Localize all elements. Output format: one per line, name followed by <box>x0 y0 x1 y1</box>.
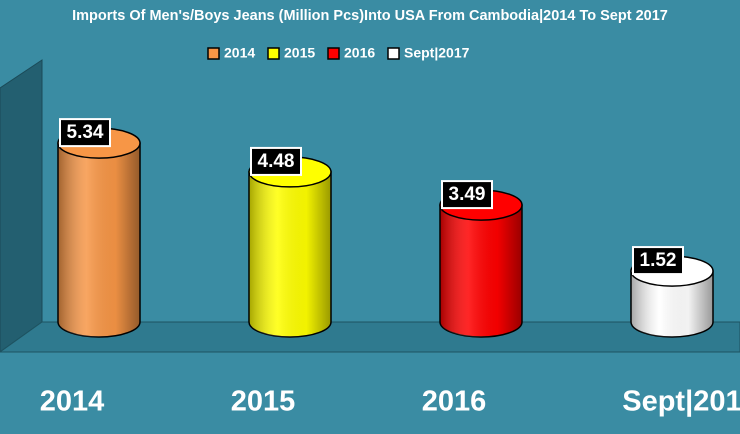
legend-swatch <box>327 47 340 60</box>
value-label: 4.48 <box>258 151 295 172</box>
value-label: 1.52 <box>640 250 677 271</box>
bar-shading <box>440 205 522 337</box>
legend-label: 2014 <box>224 45 255 61</box>
floor <box>0 321 740 353</box>
bar-shading <box>249 171 331 337</box>
legend-label: 2016 <box>344 45 375 61</box>
chart-title: Imports Of Men's/Boys Jeans (Million Pcs… <box>72 8 668 24</box>
legend-swatch <box>207 47 220 60</box>
legend-label: Sept|2017 <box>404 45 470 61</box>
value-label: 3.49 <box>449 184 486 205</box>
value-label-box <box>59 118 111 148</box>
bar-shading <box>58 143 140 337</box>
back-wall <box>0 59 43 353</box>
legend-swatch <box>267 47 280 60</box>
x-tick-label: Sept|2017 <box>622 386 740 418</box>
value-label-box <box>250 146 302 176</box>
bar-shading <box>631 271 713 337</box>
legend-label: 2015 <box>284 45 315 61</box>
value-label: 5.34 <box>67 122 104 143</box>
value-label-box <box>441 180 493 210</box>
x-tick-label: 2015 <box>231 386 296 418</box>
x-tick-label: 2016 <box>422 386 487 418</box>
legend-swatch <box>387 47 400 60</box>
x-tick-label: 2014 <box>40 386 105 418</box>
value-label-box <box>632 246 684 276</box>
